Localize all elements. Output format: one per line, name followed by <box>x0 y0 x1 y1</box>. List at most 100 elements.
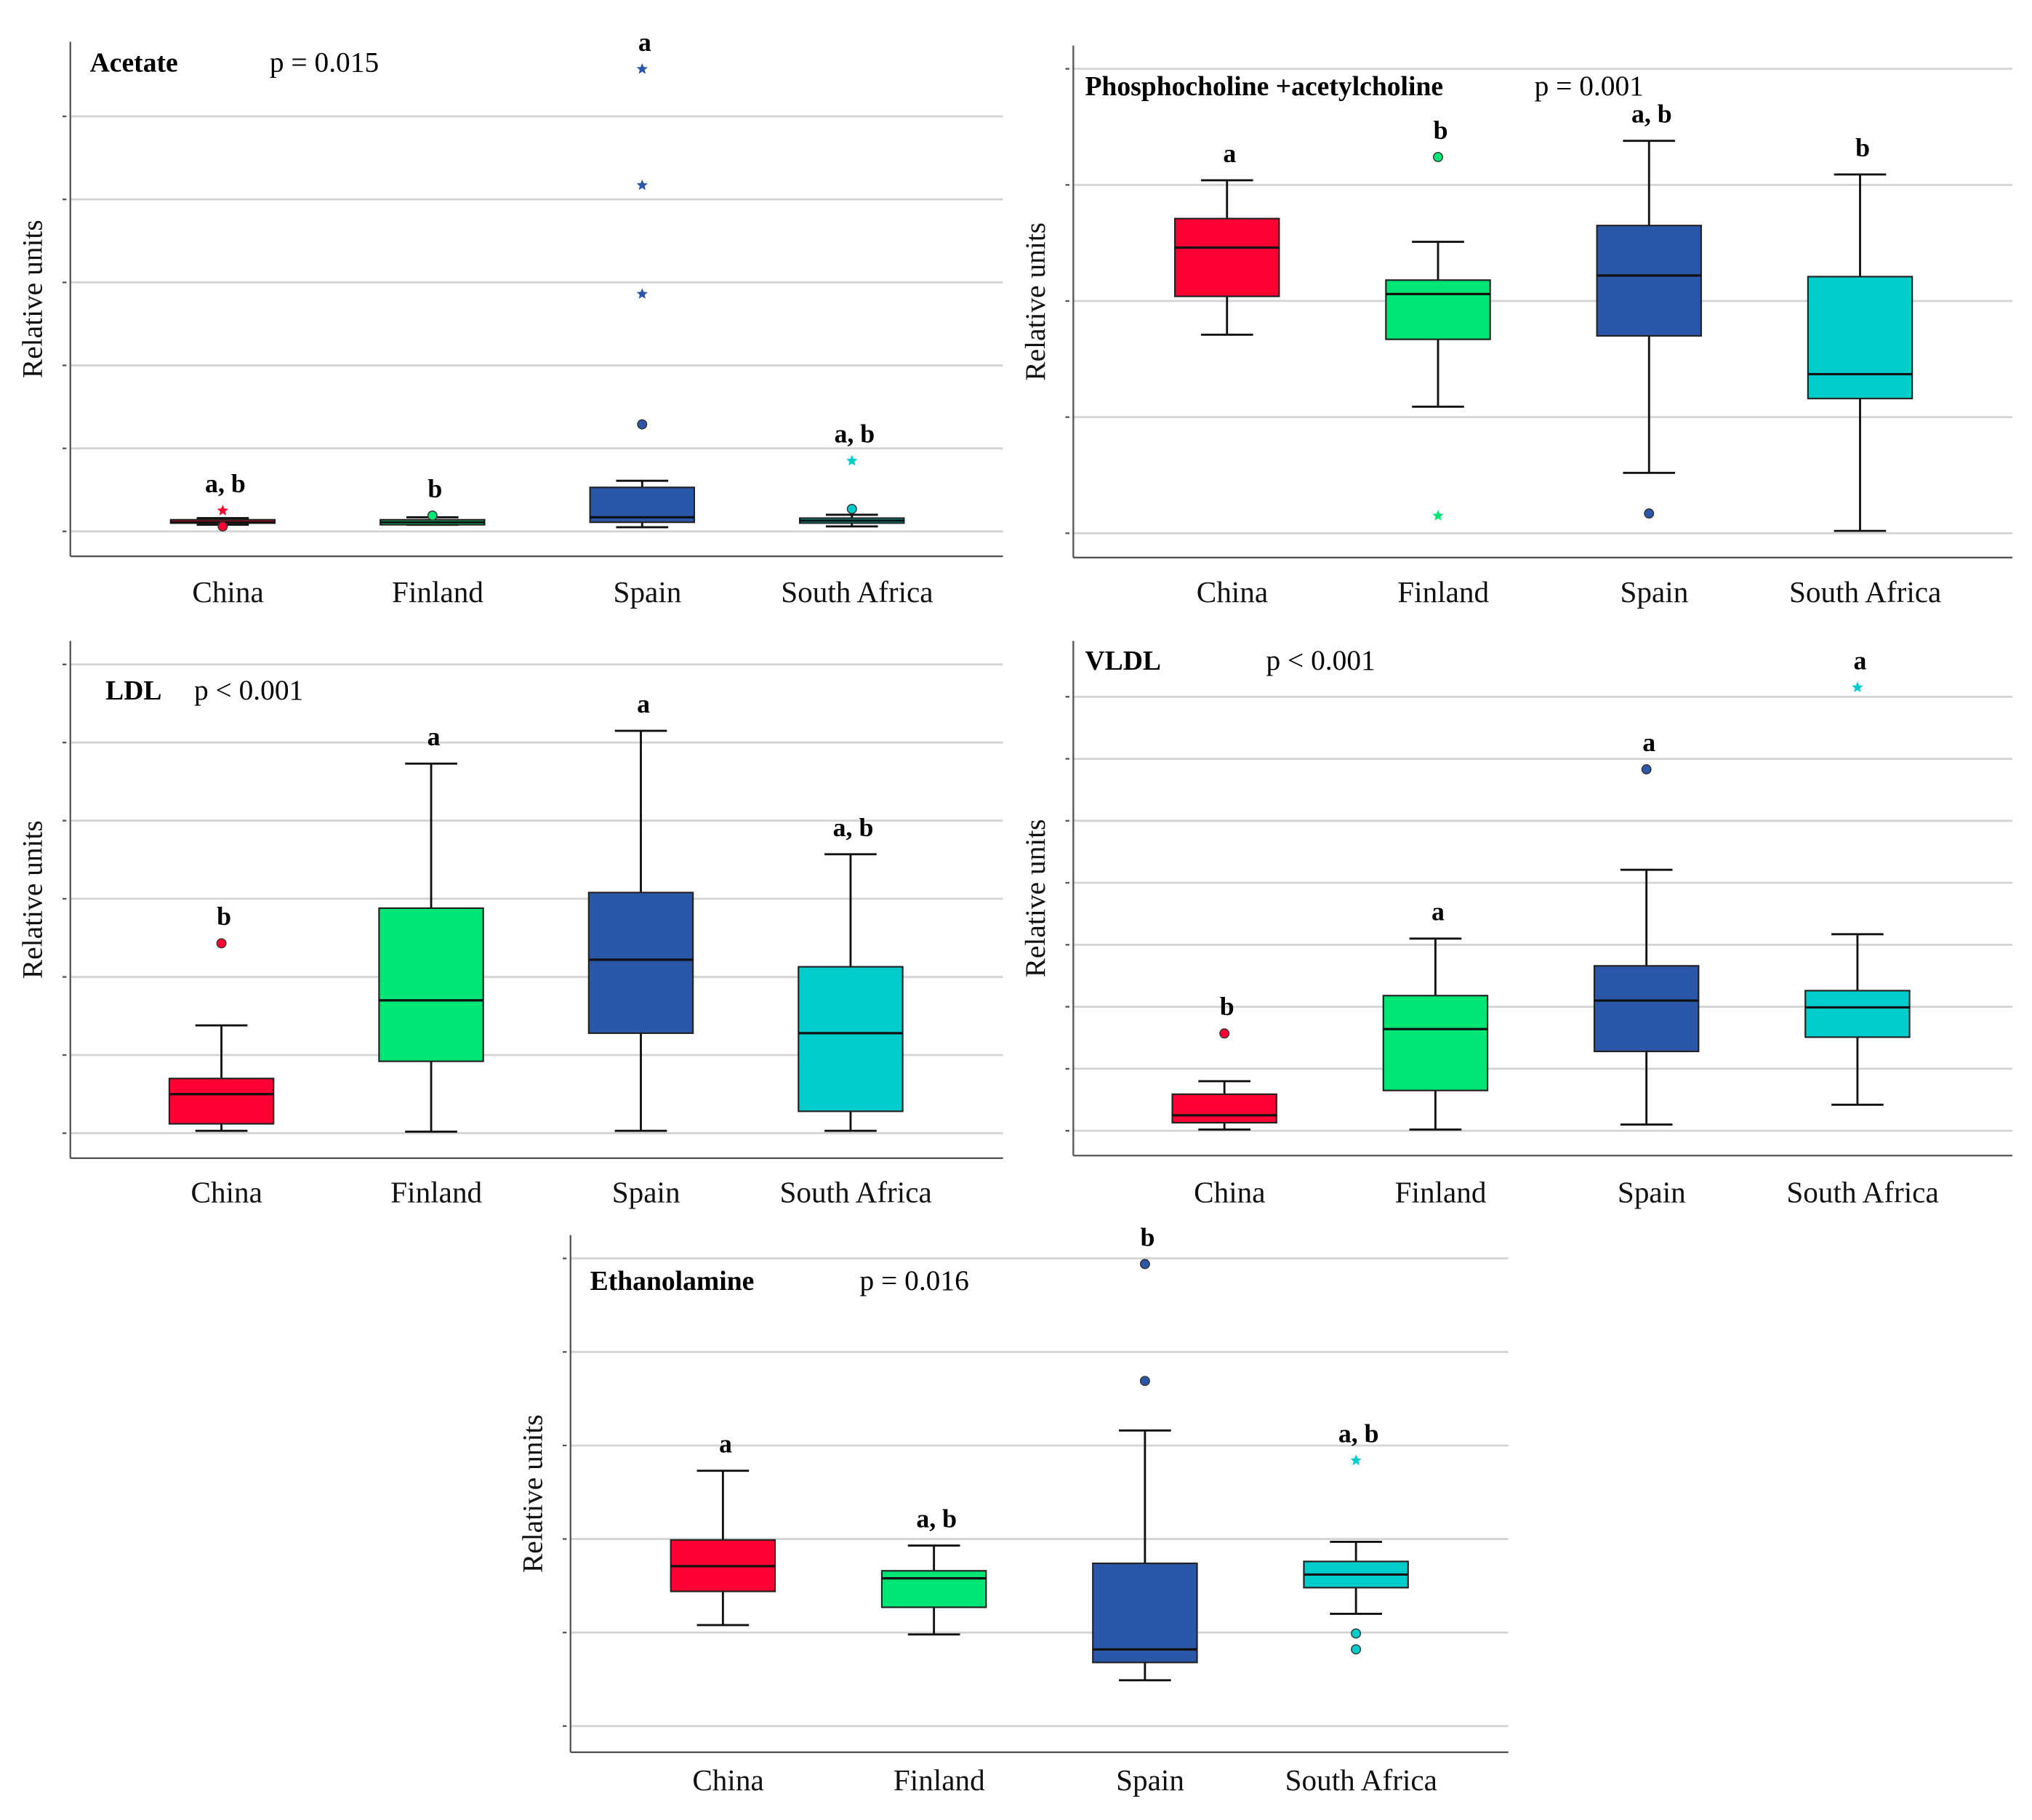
x-tick-label: China <box>692 1763 763 1797</box>
x-tick-label: Spain <box>1621 575 1689 609</box>
box-spain: a <box>587 689 694 1132</box>
outlier-point <box>1139 1376 1150 1387</box>
y-axis-label: Relative units <box>1019 819 1051 977</box>
x-tick-label: Spain <box>614 575 682 609</box>
x-tick-label: Spain <box>612 1176 680 1209</box>
significance-letter: a <box>1431 897 1445 926</box>
iqr-box <box>798 966 904 1113</box>
p-value: p = 0.016 <box>860 1264 969 1296</box>
p-value: p = 0.001 <box>1535 70 1644 102</box>
outlier-point <box>846 504 857 514</box>
box-china: b <box>1171 992 1277 1131</box>
significance-letter: b <box>427 474 442 503</box>
extreme-star <box>217 505 229 516</box>
box-south-africa: b <box>1807 133 1913 532</box>
outlier-point <box>1644 508 1655 519</box>
x-tick-label: South Africa <box>779 1176 931 1209</box>
box-finland: b <box>380 474 486 526</box>
panel-title: Ethanolamine <box>590 1266 755 1296</box>
significance-letter: b <box>1855 133 1870 162</box>
extreme-star <box>1432 510 1444 521</box>
significance-letter: a <box>427 722 441 751</box>
significance-letter: a, b <box>834 420 875 449</box>
extreme-star <box>636 288 648 299</box>
box-finland: a, b <box>880 1504 987 1636</box>
box-spain: a <box>589 28 696 529</box>
boxplot-panel-vldl: Relative units VLDL p < 0.001 b China a Finlan… <box>1019 641 2013 1209</box>
y-axis-label: Relative units <box>1019 223 1051 381</box>
significance-letter: a, b <box>833 813 874 842</box>
x-tick-label: Spain <box>1116 1763 1184 1797</box>
boxplot-panel-ldl: Relative units LDL p < 0.001 b China a Finland… <box>16 641 1003 1209</box>
iqr-box <box>1804 990 1911 1038</box>
box-south-africa: a <box>1804 646 1911 1106</box>
extreme-star <box>636 179 648 191</box>
x-tick-label: Spain <box>1618 1176 1686 1209</box>
outlier-point <box>1139 1259 1150 1270</box>
y-axis-label: Relative units <box>16 220 48 378</box>
significance-letter: a <box>1223 139 1236 168</box>
box-finland: b <box>1385 116 1491 521</box>
significance-letter: b <box>217 902 231 931</box>
x-tick-label: Finland <box>1395 1176 1487 1209</box>
outlier-point <box>427 510 438 521</box>
outlier-point <box>217 521 228 532</box>
x-tick-label: Finland <box>893 1763 985 1797</box>
box-spain: b <box>1092 1222 1198 1682</box>
x-tick-label: South Africa <box>1285 1763 1437 1797</box>
panel-title: VLDL <box>1085 646 1160 676</box>
iqr-box <box>1807 276 1913 400</box>
x-tick-label: China <box>191 1176 262 1209</box>
x-tick-label: China <box>1194 1176 1265 1209</box>
significance-letter: a, b <box>205 469 246 498</box>
extreme-star <box>1852 681 1863 692</box>
boxplot-panel-ethanolamine: Relative units Ethanolamine p = 0.016 a Chin… <box>516 1222 1509 1797</box>
iqr-box <box>1385 279 1491 340</box>
x-tick-label: China <box>1197 575 1268 609</box>
x-tick-label: South Africa <box>1786 1176 1938 1209</box>
box-south-africa: a, b <box>798 813 904 1132</box>
box-south-africa: a, b <box>1303 1419 1409 1655</box>
x-tick-label: South Africa <box>781 575 933 609</box>
p-value: p = 0.015 <box>270 47 379 79</box>
extreme-star <box>636 63 648 74</box>
significance-letter: a <box>637 689 650 718</box>
iqr-box <box>1092 1562 1198 1664</box>
significance-letter: a, b <box>1338 1419 1379 1448</box>
boxplot-panel-phosphocholine-acetylcholine: Relative units Phosphocholine +acetylchol… <box>1019 45 2013 609</box>
y-axis-label: Relative units <box>16 820 48 979</box>
extreme-star <box>1350 1454 1362 1466</box>
x-tick-label: South Africa <box>1789 575 1941 609</box>
outlier-point <box>1433 152 1443 162</box>
outlier-point <box>637 419 648 430</box>
boxplot-panel-acetate: Relative units Acetate p = 0.015 a, b China b… <box>16 28 1003 609</box>
iqr-box <box>1382 995 1489 1091</box>
panel-title: Acetate <box>90 48 178 79</box>
significance-letter: b <box>1220 992 1234 1021</box>
y-axis-label: Relative units <box>516 1414 548 1573</box>
iqr-box <box>1171 1093 1277 1124</box>
box-spain: a <box>1593 728 1700 1126</box>
box-china: a, b <box>169 469 276 532</box>
significance-letter: a <box>1854 646 1867 675</box>
outlier-point <box>1641 764 1652 775</box>
iqr-box <box>1596 225 1702 337</box>
significance-letter: a <box>719 1430 732 1459</box>
p-value: p < 0.001 <box>194 674 303 706</box>
significance-letter: b <box>1140 1222 1154 1251</box>
iqr-box <box>880 1570 987 1608</box>
box-china: a <box>670 1430 776 1627</box>
box-china: b <box>168 902 275 1132</box>
x-tick-label: China <box>192 575 263 609</box>
iqr-box <box>168 1078 275 1125</box>
panel-title: Phosphocholine +acetylcholine <box>1085 71 1443 102</box>
extreme-star <box>846 454 858 466</box>
iqr-box <box>587 891 694 1034</box>
significance-letter: b <box>1434 116 1448 145</box>
box-spain: a, b <box>1596 100 1702 519</box>
box-finland: a <box>1382 897 1489 1131</box>
significance-letter: a <box>638 28 651 57</box>
iqr-box <box>378 907 484 1062</box>
box-south-africa: a, b <box>799 420 905 528</box>
